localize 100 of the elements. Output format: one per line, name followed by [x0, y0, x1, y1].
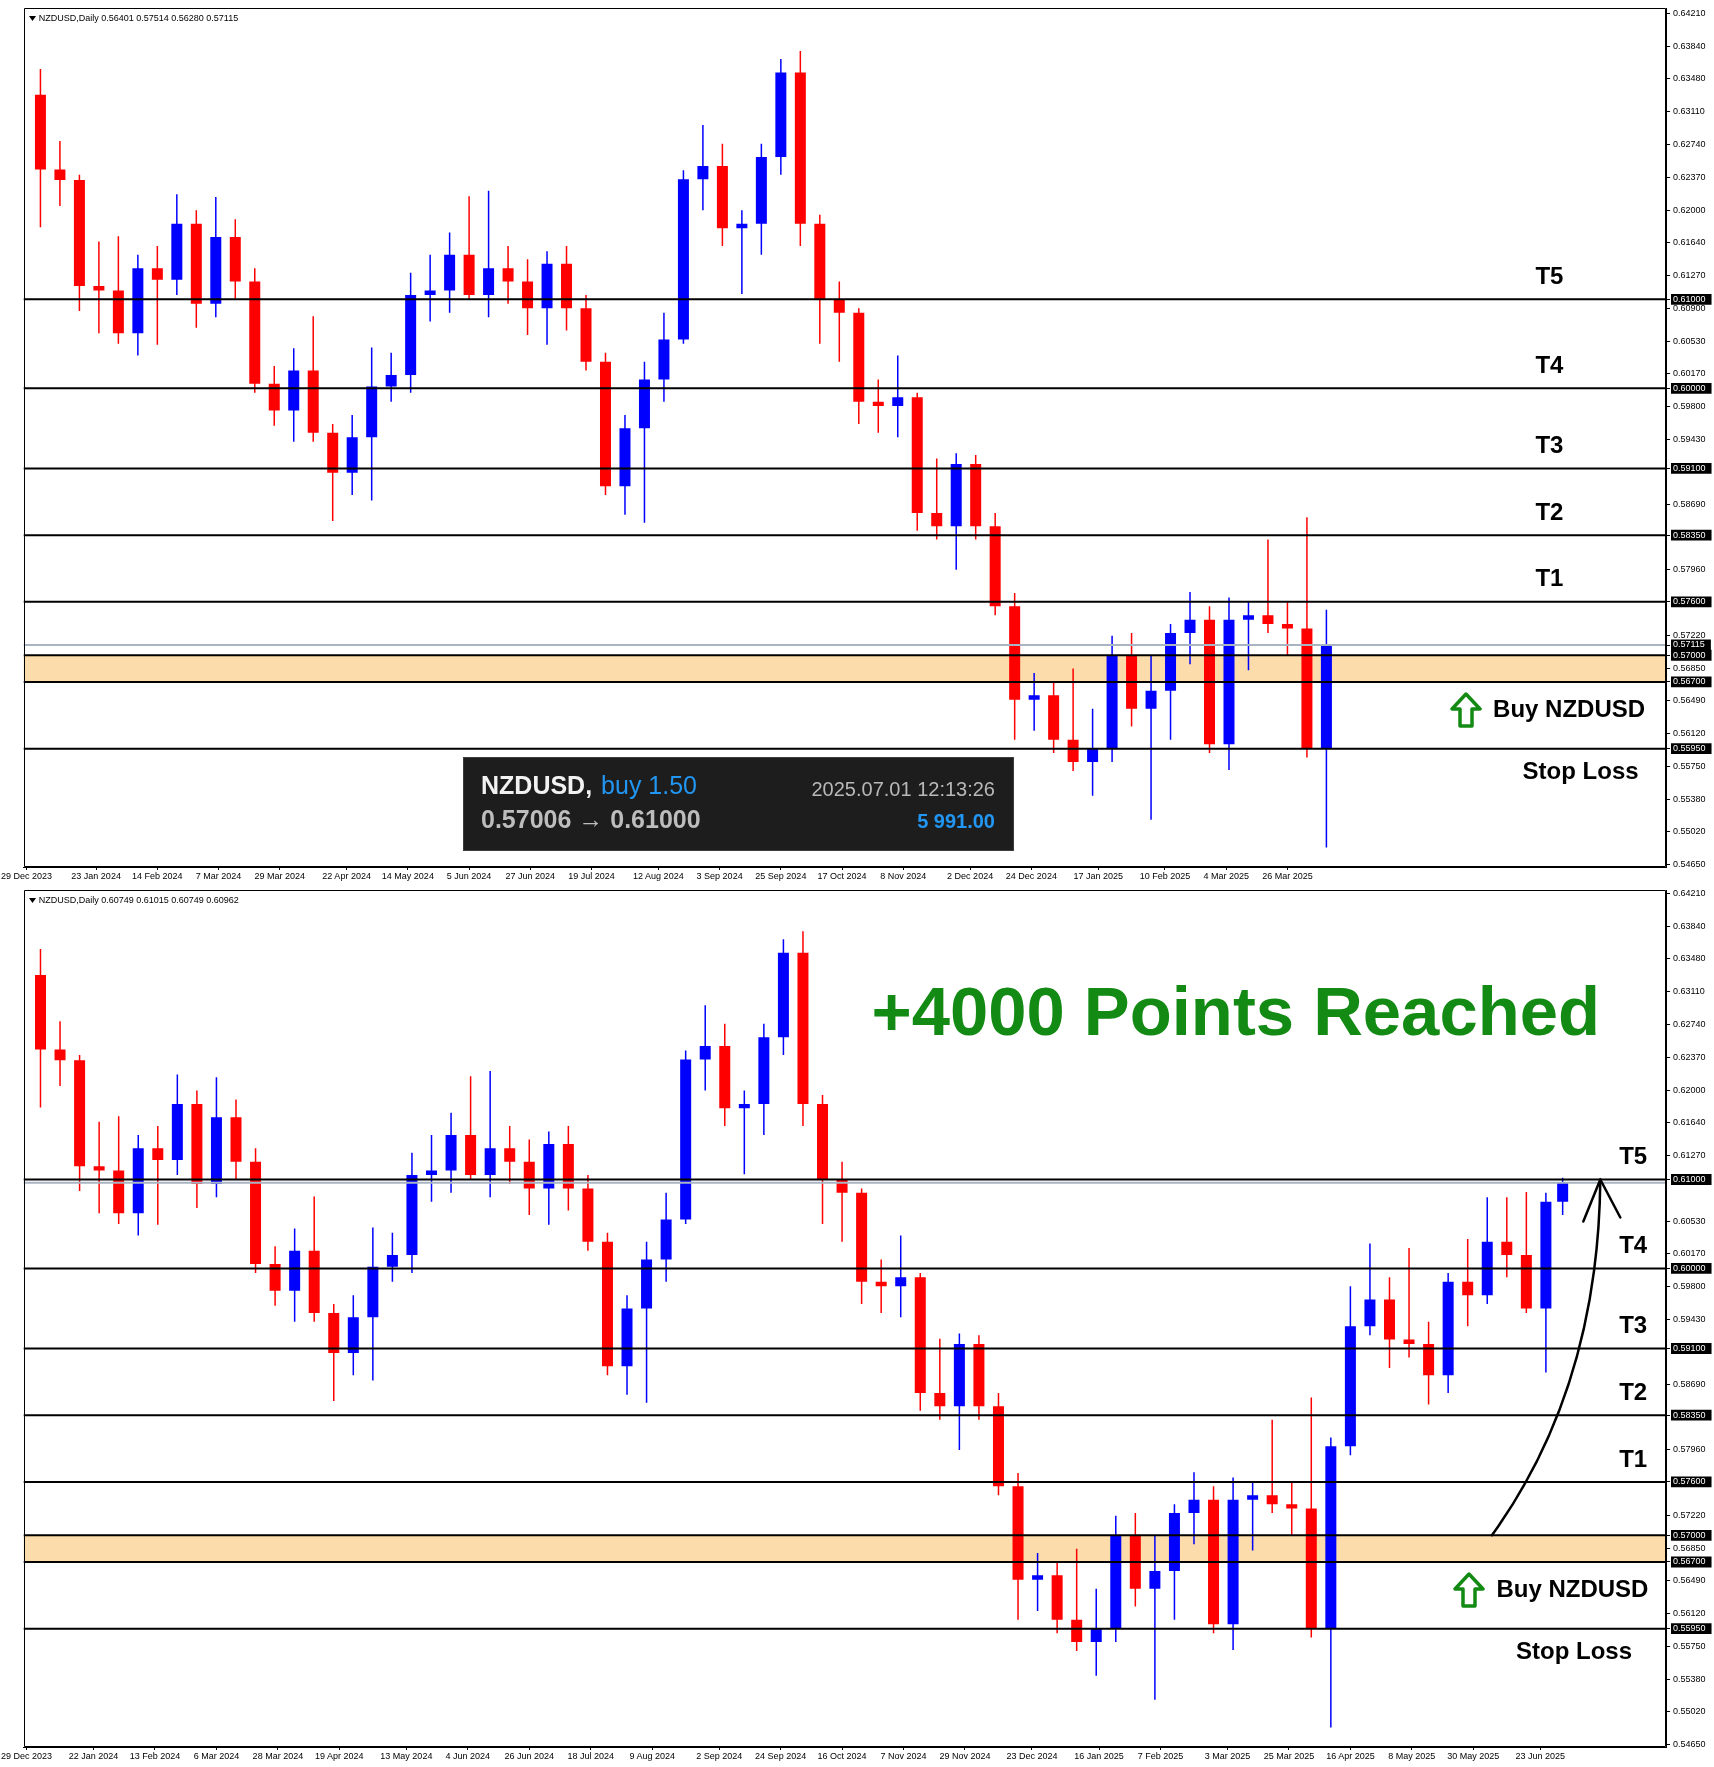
x-tick-label: 19 Apr 2024: [315, 1750, 364, 1761]
y-tick-label: 0.58690: [1673, 1379, 1706, 1390]
x-tick-label: 23 Dec 2024: [1006, 1750, 1058, 1761]
x-tick-label: 6 Mar 2024: [193, 1750, 240, 1761]
candlestick: [424, 254, 436, 322]
candlestick: [132, 254, 144, 356]
candlestick: [853, 308, 865, 424]
candlestick: [191, 1090, 203, 1208]
x-tick-label: 7 Feb 2025: [1137, 1750, 1184, 1761]
y-tick-label: 0.57000: [1673, 1529, 1706, 1540]
x-tick-label: 23 Jun 2025: [1515, 1750, 1566, 1761]
candlestick: [1204, 606, 1216, 754]
y-tick-label: 0.62000: [1673, 1085, 1706, 1096]
x-tick-label: 26 Mar 2025: [1262, 870, 1313, 881]
y-tick-label: 0.58690: [1673, 499, 1706, 510]
y-tick-label: 0.57220: [1673, 1510, 1706, 1521]
text: NZDUSD,Daily 0.60749 0.61015 0.60749 0.60962: [38, 894, 239, 905]
x-tick-label: 2 Sep 2024: [696, 1750, 743, 1761]
candlestick: [755, 143, 767, 255]
y-tick-label: 0.60000: [1673, 1262, 1706, 1273]
y-tick-label: 0.55950: [1673, 1623, 1706, 1634]
candlestick: [601, 1232, 613, 1376]
candlestick: [699, 1005, 711, 1091]
ref-line-label: T1: [1619, 1444, 1648, 1472]
x-tick-label: 22 Apr 2024: [322, 870, 371, 881]
candlestick: [680, 1050, 692, 1224]
x-tick-label: 16 Oct 2024: [817, 1750, 867, 1761]
candlestick: [1067, 668, 1079, 771]
annotation: 2025.07.01 12:13:26: [811, 778, 995, 800]
candlestick: [543, 1131, 555, 1225]
candlestick: [1145, 655, 1157, 820]
y-tick-label: 0.60170: [1673, 367, 1706, 378]
y-tick-label: 0.56120: [1673, 1608, 1706, 1619]
candlestick: [34, 949, 46, 1108]
y-tick-label: 0.63110: [1673, 986, 1705, 997]
y-tick-label: 0.57220: [1673, 630, 1706, 641]
candlestick: [504, 1126, 516, 1184]
candlestick: [210, 1077, 222, 1198]
candlestick: [405, 272, 417, 393]
candlestick: [1106, 635, 1118, 763]
y-tick-label: 0.59800: [1673, 1280, 1706, 1291]
candlestick: [697, 124, 709, 211]
y-tick-label: 0.60530: [1673, 335, 1706, 346]
candlestick: [229, 219, 241, 300]
y-tick-label: 0.63110: [1673, 106, 1705, 117]
ref-line-label: T4: [1619, 1231, 1648, 1259]
candlestick: [1301, 517, 1313, 758]
candlestick: [54, 1021, 66, 1087]
y-tick-label: 0.63840: [1673, 41, 1706, 52]
candlestick: [775, 59, 787, 175]
candlestick: [171, 194, 183, 295]
y-tick-label: 0.62740: [1673, 1019, 1706, 1030]
y-tick-label: 0.58350: [1673, 529, 1706, 540]
candlestick: [658, 312, 670, 402]
candlestick: [794, 51, 806, 246]
candlestick: [1051, 1561, 1063, 1634]
candlestick: [970, 455, 982, 540]
candlestick: [992, 1392, 1004, 1496]
y-tick-label: 0.63480: [1673, 953, 1706, 964]
y-tick-label: 0.61000: [1673, 293, 1706, 304]
y-tick-label: 0.61640: [1673, 236, 1706, 247]
y-tick-label: 0.57600: [1673, 596, 1706, 607]
y-tick-label: 0.55750: [1673, 760, 1706, 771]
candlestick: [54, 140, 66, 206]
candlestick: [484, 1070, 496, 1198]
candlestick: [73, 174, 85, 311]
candlestick: [1262, 539, 1274, 633]
candlestick: [1266, 1419, 1278, 1514]
candlestick: [1305, 1397, 1317, 1638]
y-tick-label: 0.61270: [1673, 269, 1706, 280]
ref-line-label: T1: [1535, 564, 1564, 592]
candlestick: [385, 352, 397, 402]
x-tick-label: 17 Oct 2024: [817, 870, 867, 881]
y-tick-label: 0.59430: [1673, 1313, 1706, 1324]
y-tick-label: 0.61000: [1673, 1173, 1706, 1184]
candlestick: [1110, 1515, 1122, 1643]
y-tick-label: 0.62000: [1673, 204, 1706, 215]
candlestick: [288, 348, 300, 442]
candlestick: [1188, 1472, 1200, 1545]
candlestick: [308, 1196, 320, 1322]
annotation: 5 991.00: [917, 810, 995, 832]
annotation: NZDUSD,: [481, 771, 593, 799]
candlestick: [817, 1094, 829, 1224]
y-tick-label: 0.62370: [1673, 171, 1706, 182]
candlestick: [327, 423, 339, 521]
candlestick: [660, 1192, 672, 1282]
candlestick: [347, 1295, 359, 1376]
x-tick-label: 2 Dec 2024: [947, 870, 994, 881]
x-tick-label: 3 Sep 2024: [696, 870, 743, 881]
y-tick-label: 0.54650: [1673, 858, 1706, 869]
candlestick: [93, 1121, 105, 1214]
candlestick: [1320, 609, 1332, 848]
candlestick: [1442, 1272, 1454, 1393]
candlestick: [677, 170, 689, 344]
y-tick-label: 0.63840: [1673, 921, 1706, 932]
x-tick-label: 3 Mar 2025: [1204, 1750, 1251, 1761]
x-tick-label: 23 Jan 2024: [71, 870, 121, 881]
x-tick-label: 25 Mar 2025: [1263, 1750, 1315, 1761]
y-tick-label: 0.60170: [1673, 1247, 1706, 1258]
candlestick: [1481, 1197, 1493, 1305]
